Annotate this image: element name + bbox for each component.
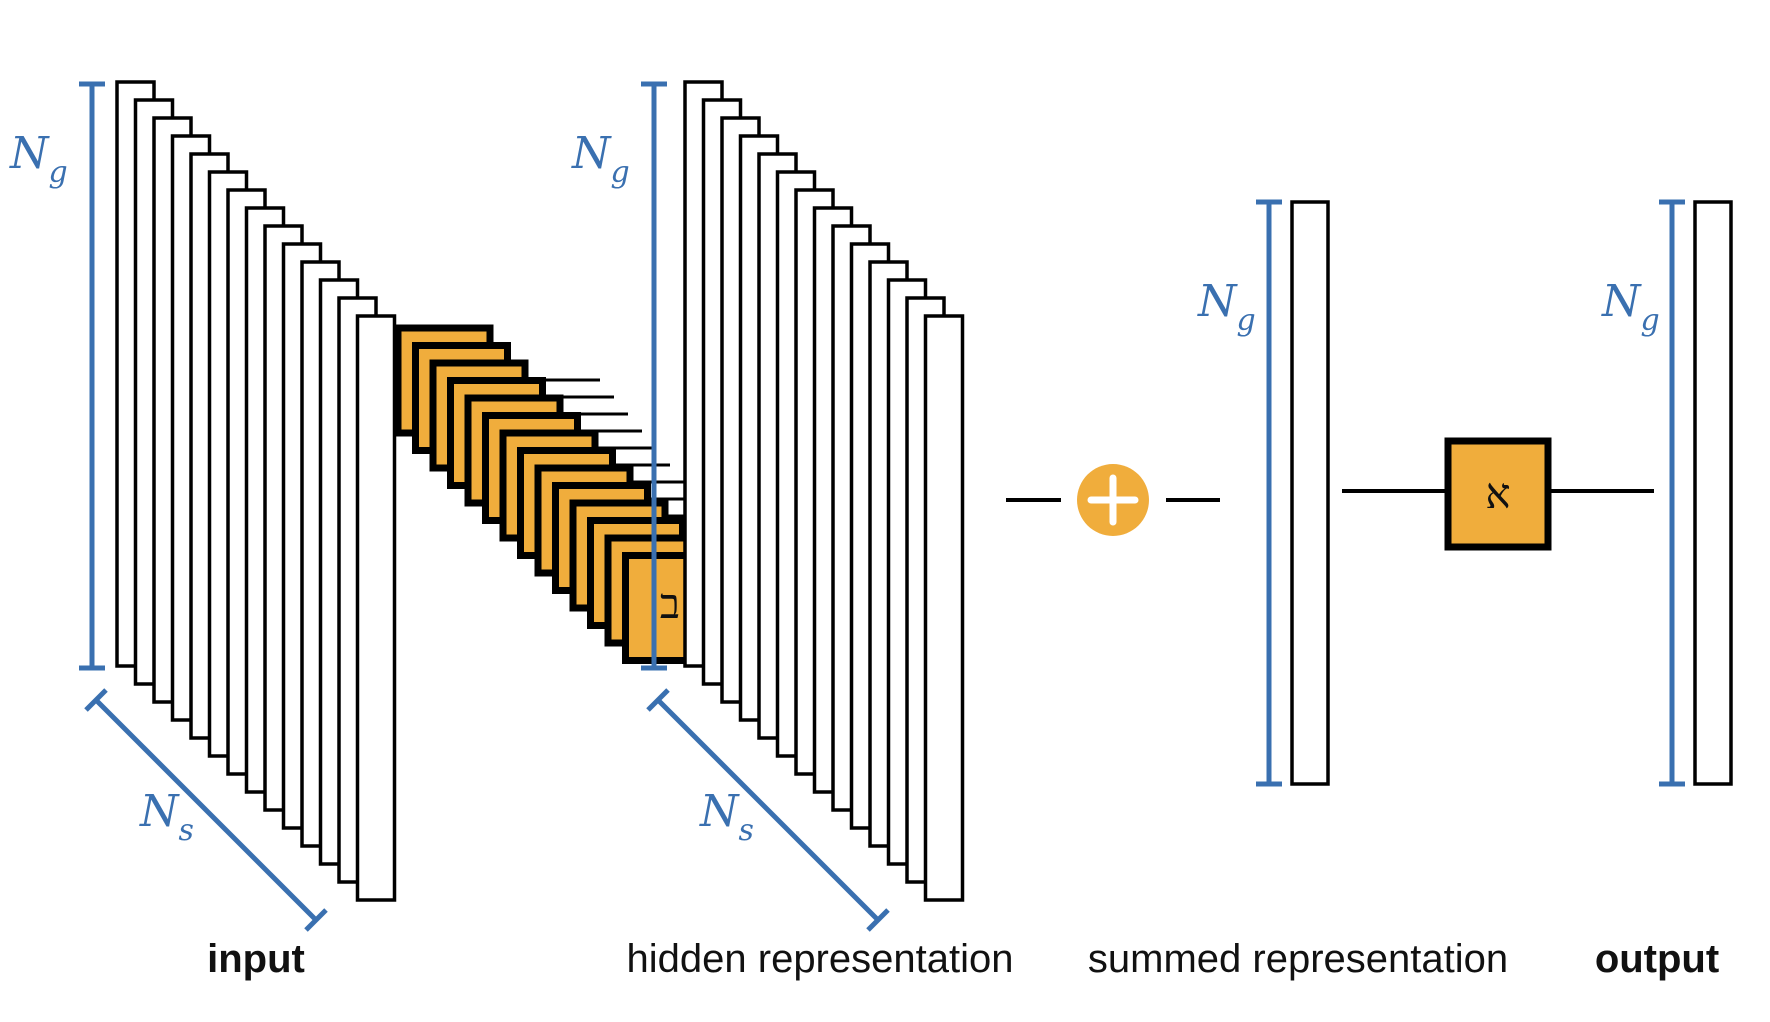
output-caption: output: [1595, 937, 1719, 981]
input-ns-label: Ns: [139, 786, 194, 848]
summed-ng-label: Ng: [1197, 276, 1256, 338]
hidden-ns-dimension: [646, 688, 890, 932]
encoder-symbol: ב: [660, 579, 680, 628]
hidden-caption: hidden representation: [627, 937, 1014, 981]
decoder-symbol: א: [1485, 469, 1510, 518]
input-ns-dimension: [84, 688, 328, 932]
input-slice: [355, 314, 397, 902]
hidden-ng-label: Ng: [571, 128, 630, 190]
input-ng-dimension: [79, 81, 105, 671]
hidden-stack: [683, 80, 965, 902]
plus-icon: [1077, 464, 1149, 536]
hidden-slice: [923, 314, 965, 902]
summed-ng-dimension: [1256, 199, 1282, 787]
output-ng-dimension: [1659, 199, 1685, 787]
hidden-ng-dimension: [641, 81, 667, 671]
input-caption: input: [207, 937, 305, 981]
summed-caption: summed representation: [1088, 937, 1508, 981]
output-ng-label: Ng: [1601, 276, 1660, 338]
input-stack: [115, 80, 397, 902]
summed-vector: [1290, 200, 1330, 786]
output-vector: [1693, 200, 1733, 786]
input-ng-label: Ng: [9, 128, 68, 190]
decoder-box: [1444, 437, 1552, 551]
hidden-ns-label: Ns: [699, 786, 754, 848]
